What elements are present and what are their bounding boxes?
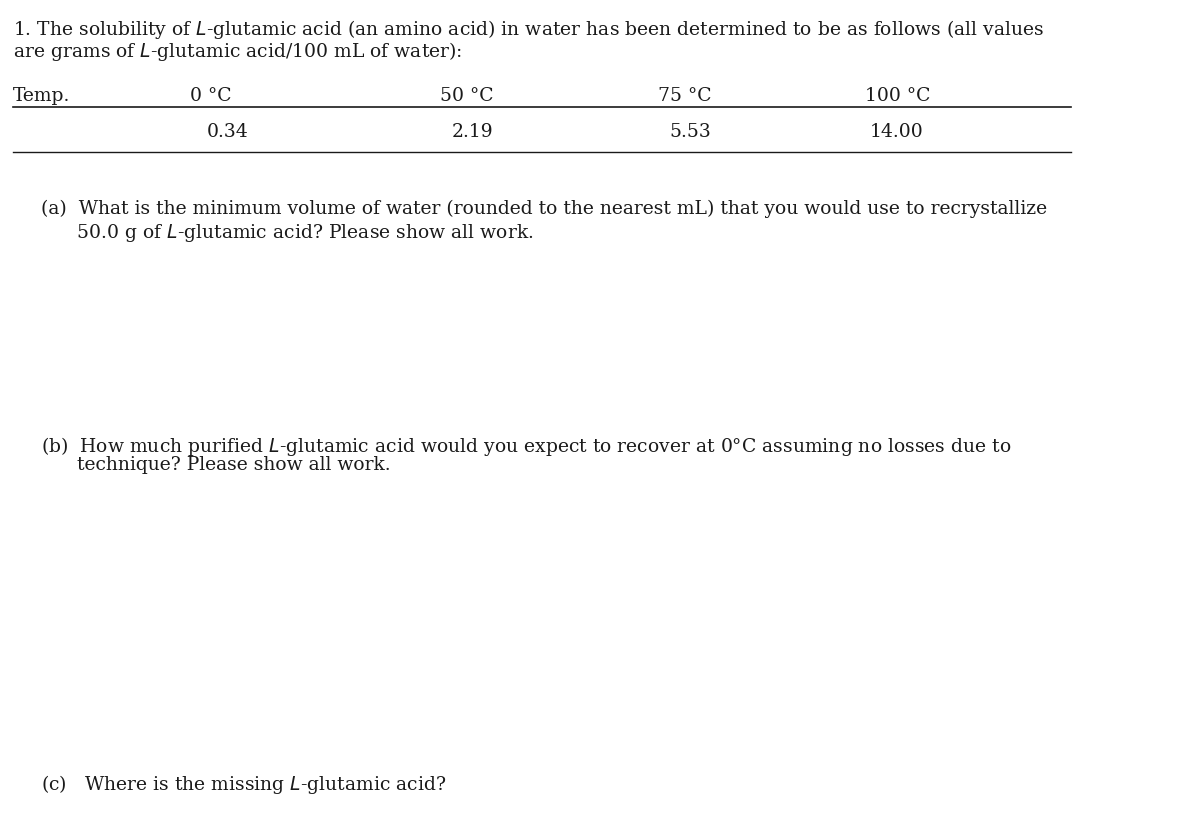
Text: (c)   Where is the missing $\it{L}$-glutamic acid?: (c) Where is the missing $\it{L}$-glutam… <box>41 773 446 796</box>
Text: 5.53: 5.53 <box>668 123 710 142</box>
Text: (b)  How much purified $\it{L}$-glutamic acid would you expect to recover at 0°C: (b) How much purified $\it{L}$-glutamic … <box>41 435 1012 458</box>
Text: 0.34: 0.34 <box>206 123 248 142</box>
Text: 2.19: 2.19 <box>451 123 493 142</box>
Text: 14.00: 14.00 <box>870 123 924 142</box>
Text: 100 °C: 100 °C <box>865 87 930 106</box>
Text: technique? Please show all work.: technique? Please show all work. <box>41 456 391 475</box>
Text: Temp.: Temp. <box>13 87 71 106</box>
Text: 75 °C: 75 °C <box>658 87 712 106</box>
Text: 1. The solubility of $\it{L}$-glutamic acid (an amino acid) in water has been de: 1. The solubility of $\it{L}$-glutamic a… <box>13 18 1044 42</box>
Text: (a)  What is the minimum volume of water (rounded to the nearest mL) that you wo: (a) What is the minimum volume of water … <box>41 200 1048 218</box>
Text: 50 °C: 50 °C <box>440 87 494 106</box>
Text: are grams of $\it{L}$-glutamic acid/100 mL of water):: are grams of $\it{L}$-glutamic acid/100 … <box>13 40 462 63</box>
Text: 50.0 g of $\it{L}$-glutamic acid? Please show all work.: 50.0 g of $\it{L}$-glutamic acid? Please… <box>41 222 534 244</box>
Text: 0 °C: 0 °C <box>191 87 232 106</box>
